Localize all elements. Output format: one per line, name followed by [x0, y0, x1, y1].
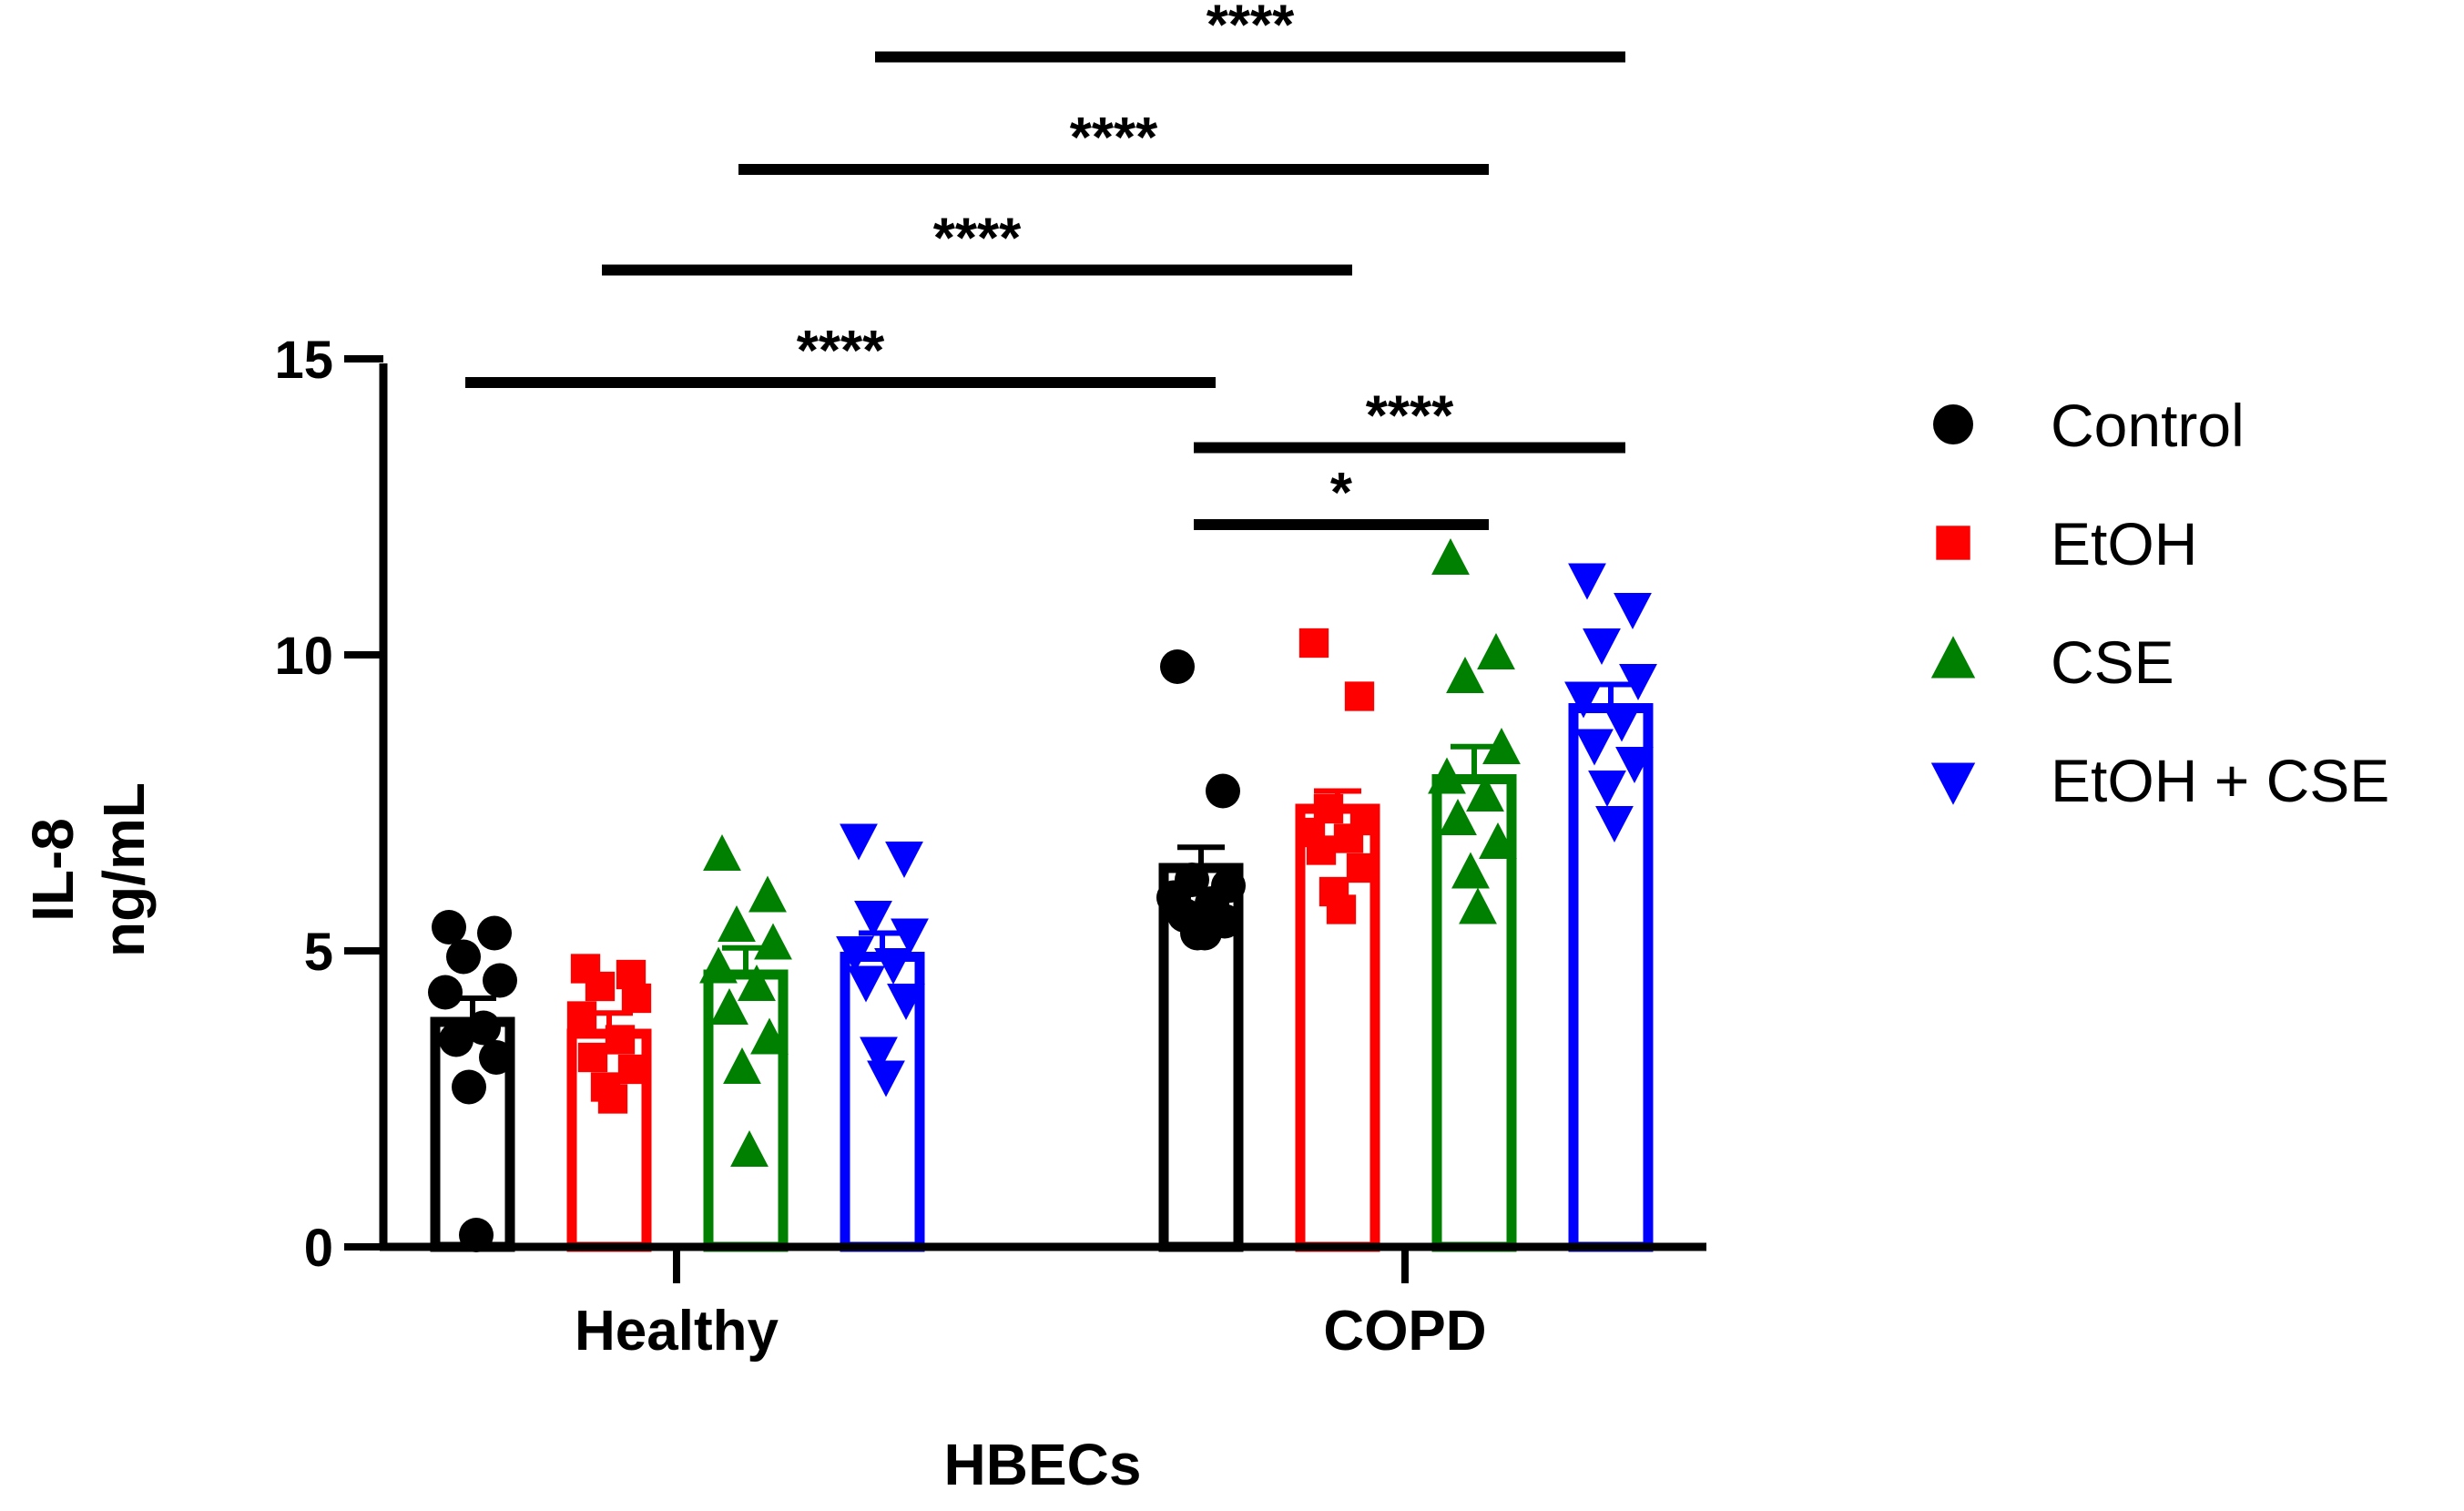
data-point	[1306, 835, 1337, 865]
data-point	[477, 915, 512, 951]
data-point	[1466, 775, 1504, 812]
data-point	[483, 963, 517, 998]
significance-label: ****	[933, 208, 1022, 271]
data-point	[577, 1042, 608, 1073]
data-point	[885, 842, 923, 878]
data-point	[1160, 649, 1195, 684]
y-tick-label: 10	[274, 627, 333, 686]
data-point	[847, 965, 885, 1003]
data-point	[1615, 747, 1654, 783]
data-point	[723, 1047, 761, 1084]
x-categories: Healthy COPD	[575, 1247, 1487, 1363]
data-point	[854, 901, 892, 937]
data-point	[840, 823, 878, 861]
y-ticks: 0 5 10 15	[274, 331, 383, 1278]
data-point	[750, 1017, 789, 1055]
data-point	[703, 834, 741, 871]
data-point	[479, 1040, 514, 1075]
data-point	[836, 936, 874, 973]
significance-brackets: *********************	[465, 0, 1625, 530]
data-point	[1298, 628, 1329, 659]
x-tick-label: COPD	[1323, 1300, 1486, 1363]
data-point	[1459, 887, 1497, 924]
axes	[379, 363, 1706, 1251]
data-point	[1428, 757, 1466, 794]
data-point	[446, 939, 481, 975]
data-point	[1431, 538, 1470, 575]
data-point	[860, 1036, 898, 1074]
data-point	[1446, 657, 1484, 693]
legend-label: CSE	[2051, 628, 2174, 696]
legend: Control EtOH CSE EtOH + CSE	[1930, 392, 2389, 814]
data-point	[439, 1022, 473, 1057]
data-point	[621, 983, 652, 1014]
data-point	[452, 1069, 486, 1105]
y-tick-label: 5	[304, 923, 333, 982]
y-axis-title-line2: ng/mL	[91, 782, 157, 957]
legend-marker	[1930, 636, 1976, 679]
data-point	[887, 984, 925, 1020]
data-point	[597, 1084, 628, 1114]
data-point	[466, 1010, 501, 1046]
x-axis-title: HBECs	[944, 1432, 1142, 1497]
legend-marker	[1933, 404, 1973, 444]
data-point	[1603, 705, 1641, 742]
data-point	[585, 971, 616, 1002]
data-point	[605, 1025, 636, 1055]
data-point	[1588, 771, 1626, 807]
y-tick-label: 15	[274, 331, 333, 390]
data-point	[891, 918, 929, 955]
data-point	[1326, 894, 1357, 924]
significance-label: ****	[797, 320, 885, 383]
data-point	[1614, 593, 1652, 629]
data-point	[718, 905, 756, 942]
data-point	[1564, 681, 1603, 719]
data-point	[617, 1054, 648, 1085]
data-point	[738, 965, 776, 1001]
data-point	[566, 1001, 597, 1031]
y-axis-title-line1: IL-8	[20, 818, 86, 922]
data-point	[1575, 729, 1614, 766]
legend-label: Control	[2051, 392, 2245, 459]
data-points	[428, 538, 1657, 1252]
significance-label: *	[1330, 462, 1353, 525]
data-point	[874, 948, 912, 985]
data-point	[748, 875, 787, 913]
significance-label: ****	[1366, 385, 1454, 448]
data-point	[754, 923, 792, 960]
data-point	[1477, 633, 1515, 669]
data-point	[1187, 915, 1222, 951]
legend-label: EtOH	[2051, 510, 2197, 577]
data-point	[1333, 823, 1364, 853]
data-point	[1619, 664, 1657, 700]
data-point	[867, 1060, 905, 1098]
data-point	[1206, 773, 1240, 809]
data-point	[1451, 852, 1490, 889]
data-point	[1344, 681, 1375, 711]
significance-label: ****	[1070, 107, 1158, 169]
significance-label: ****	[1207, 0, 1295, 57]
x-tick-label: Healthy	[575, 1300, 779, 1363]
data-point	[1595, 806, 1634, 842]
data-point	[699, 946, 738, 984]
data-point	[1583, 628, 1621, 665]
data-point	[432, 910, 466, 944]
data-point	[1482, 728, 1521, 764]
legend-marker	[1936, 526, 1970, 560]
legend-label: EtOH + CSE	[2051, 747, 2389, 814]
data-point	[730, 1130, 769, 1167]
data-point	[1479, 822, 1517, 859]
data-point	[710, 988, 748, 1025]
data-point	[1439, 799, 1477, 835]
data-point	[1346, 852, 1377, 883]
y-tick-label: 0	[304, 1219, 333, 1278]
data-point	[428, 975, 463, 1010]
data-point	[1568, 563, 1606, 600]
legend-marker	[1930, 762, 1976, 805]
